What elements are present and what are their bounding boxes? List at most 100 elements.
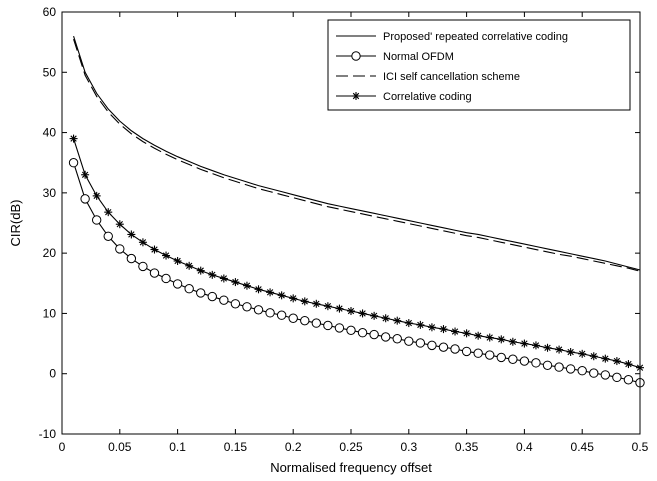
star-marker [335,304,344,313]
circle-marker [207,291,217,302]
star-marker [138,238,147,247]
circle-marker [415,338,426,348]
x-axis-label: Normalised frequency offset [270,460,432,475]
circle-marker [334,323,345,333]
y-tick-label: 0 [49,367,56,381]
circle-marker [542,360,553,370]
circle-marker [184,284,194,294]
series-4 [69,134,644,372]
legend: Proposed' repeated correlative coding Nor… [327,19,631,111]
y-tick-label: 50 [43,65,57,79]
legend-box [327,19,631,111]
series-line [73,38,641,272]
star-marker [612,357,621,366]
circle-marker [519,356,530,366]
circle-marker [369,329,379,340]
star-marker [531,341,540,350]
circle-marker [323,320,333,331]
circle-marker [600,370,611,380]
circle-marker [172,279,183,289]
circle-marker [115,244,125,254]
x-tick-label: 0.1 [169,440,186,454]
circle-marker [311,318,322,328]
star-marker [589,352,598,361]
circle-marker [149,268,160,278]
circle-marker [126,253,137,264]
series-2 [68,158,645,388]
y-tick-label: 40 [43,126,57,140]
star-marker [404,319,413,328]
circle-marker [496,352,506,363]
star-marker [277,291,286,300]
circle-marker [392,334,402,344]
circle-marker [461,346,472,357]
circle-marker [253,305,264,315]
legend-label: Correlative coding [383,91,472,103]
circle-marker [589,368,599,378]
circle-marker [351,51,361,61]
star-marker [92,191,101,200]
circle-marker [196,288,206,298]
circle-marker [276,310,287,320]
circle-marker [404,336,414,346]
circle-marker [508,354,518,364]
circle-marker [473,348,483,358]
circle-marker [161,273,171,284]
x-tick-label: 0.25 [339,440,363,454]
legend-entry: Normal OFDM [336,51,454,63]
star-marker [393,316,402,325]
star-marker [208,270,217,279]
star-marker [289,294,298,303]
y-tick-label: 10 [43,306,57,320]
y-tick-label: 20 [43,246,57,260]
star-marker [173,256,182,265]
legend-label: Proposed' repeated correlative coding [383,31,568,43]
star-marker [601,354,610,363]
y-tick-label: 60 [43,5,57,19]
star-marker [323,302,332,311]
x-tick-label: 0.45 [571,440,595,454]
star-marker [127,230,136,239]
legend-entry: Correlative coding [336,91,472,103]
x-tick-label: 0.05 [108,440,132,454]
circle-marker [242,302,252,312]
circle-marker [577,366,587,376]
star-marker [196,266,205,275]
x-tick-label: 0.15 [224,440,248,454]
x-tick-label: 0 [59,440,66,454]
star-marker [462,329,471,338]
star-marker [312,299,321,308]
series-1 [73,35,641,271]
star-marker [543,343,552,352]
circle-marker [219,295,229,305]
legend-entry: ICI self cancellation scheme [336,71,520,83]
series-line [73,35,641,271]
star-marker [81,170,90,179]
star-marker [578,349,587,358]
legend-label: ICI self cancellation scheme [383,71,520,83]
circle-marker [531,358,541,368]
star-marker [416,320,425,329]
x-tick-label: 0.5 [632,440,649,454]
series-3 [73,38,641,272]
star-marker [219,274,228,283]
star-marker [427,323,436,332]
circle-marker [80,194,90,204]
star-marker [300,297,309,306]
star-marker [508,337,517,346]
star-marker [347,307,355,316]
star-marker [185,261,194,270]
circle-marker [346,325,356,336]
legend-label: Normal OFDM [383,51,454,63]
circle-marker [265,308,275,318]
circle-marker [450,344,460,354]
star-marker [104,208,113,217]
star-marker [115,220,124,229]
circle-marker [138,261,148,272]
star-marker [485,333,494,342]
star-marker [497,335,506,344]
star-marker [162,251,171,260]
star-marker [266,288,275,297]
star-marker [242,281,251,290]
y-axis-label: CIR(dB) [8,200,23,247]
